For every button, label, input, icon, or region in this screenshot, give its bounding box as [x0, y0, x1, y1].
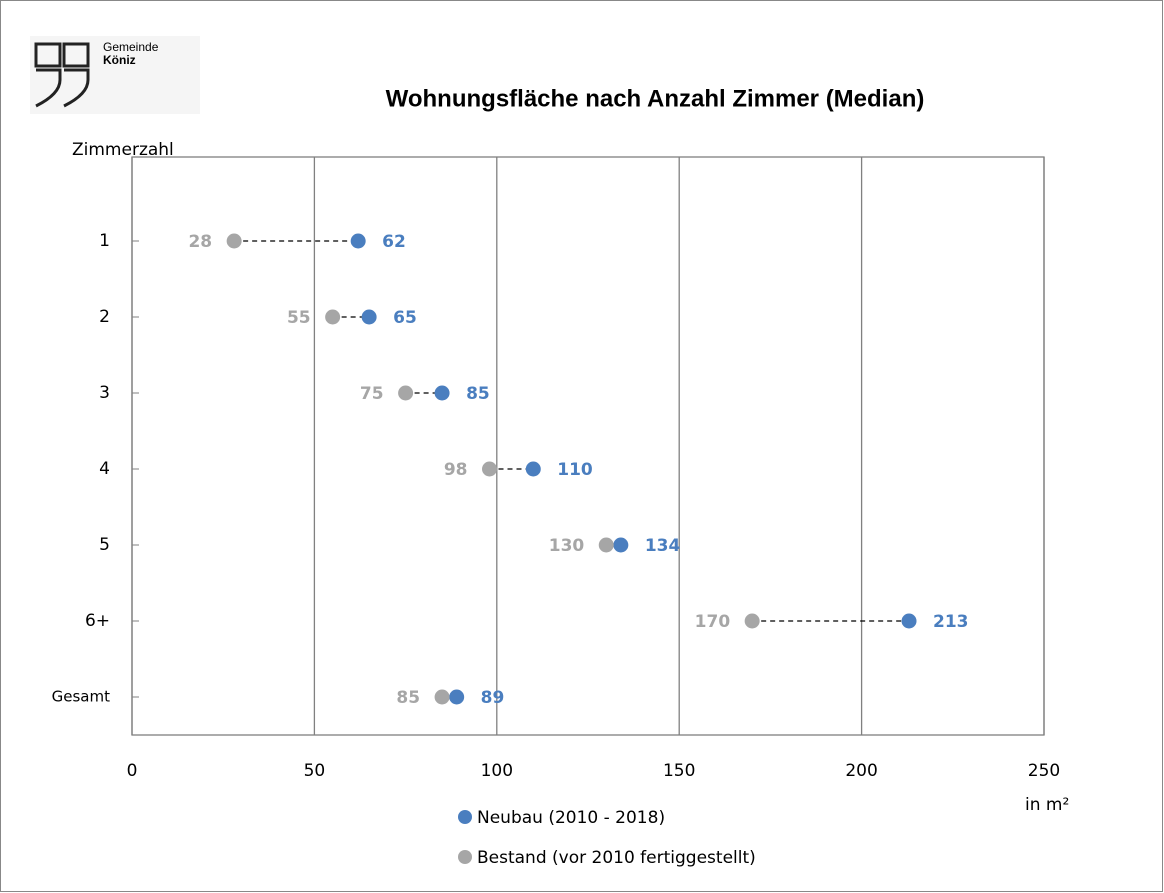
y-tick-label: 2: [99, 307, 110, 327]
legend-marker: [458, 850, 472, 864]
value-label: 75: [360, 384, 384, 404]
dot: [449, 689, 465, 705]
dot: [361, 309, 377, 325]
x-tick-label: 0: [127, 761, 138, 781]
logo-bg: [30, 36, 200, 114]
value-label: 62: [382, 232, 406, 252]
dot: [744, 613, 760, 629]
y-tick-label: 5: [99, 535, 110, 555]
legend-label: Bestand (vor 2010 fertiggestellt): [477, 848, 756, 868]
value-label: 85: [466, 384, 490, 404]
logo-line1: Gemeinde: [103, 40, 159, 54]
legend-label: Neubau (2010 - 2018): [477, 808, 665, 828]
x-tick-label: 50: [304, 761, 326, 781]
logo: Gemeinde Köniz: [30, 36, 200, 114]
y-axis-label: Zimmerzahl: [72, 140, 174, 160]
y-tick-label: 1: [99, 231, 110, 251]
y-tick-label: 3: [99, 383, 110, 403]
dot: [525, 461, 541, 477]
value-label: 110: [557, 460, 593, 480]
value-label: 213: [933, 612, 969, 632]
dot: [325, 309, 341, 325]
dot: [434, 385, 450, 401]
logo-line2: Köniz: [103, 53, 136, 67]
logo-icon: [34, 42, 90, 108]
legend-marker: [458, 810, 472, 824]
dot: [226, 233, 242, 249]
x-tick-label: 250: [1028, 761, 1060, 781]
y-tick-label: 4: [99, 459, 110, 479]
dot: [350, 233, 366, 249]
plot-border: [131, 156, 1045, 736]
value-label: 89: [481, 688, 505, 708]
dot: [482, 461, 498, 477]
value-label: 28: [188, 232, 212, 252]
x-axis-label: in m²: [1025, 795, 1069, 815]
x-tick-label: 100: [481, 761, 513, 781]
value-label: 170: [695, 612, 731, 632]
value-label: 130: [549, 536, 585, 556]
value-label: 55: [287, 308, 311, 328]
dot: [398, 385, 414, 401]
value-label: 98: [444, 460, 468, 480]
dot: [901, 613, 917, 629]
chart-title: Wohnungsfläche nach Anzahl Zimmer (Media…: [386, 85, 925, 112]
value-label: 134: [645, 536, 681, 556]
value-label: 85: [396, 688, 420, 708]
x-tick-label: 200: [845, 761, 877, 781]
dot: [613, 537, 629, 553]
x-tick-label: 150: [663, 761, 695, 781]
value-label: 65: [393, 308, 417, 328]
y-tick-label: 6+: [85, 611, 110, 631]
dot: [434, 689, 450, 705]
dot: [598, 537, 614, 553]
y-tick-label: Gesamt: [52, 688, 110, 706]
